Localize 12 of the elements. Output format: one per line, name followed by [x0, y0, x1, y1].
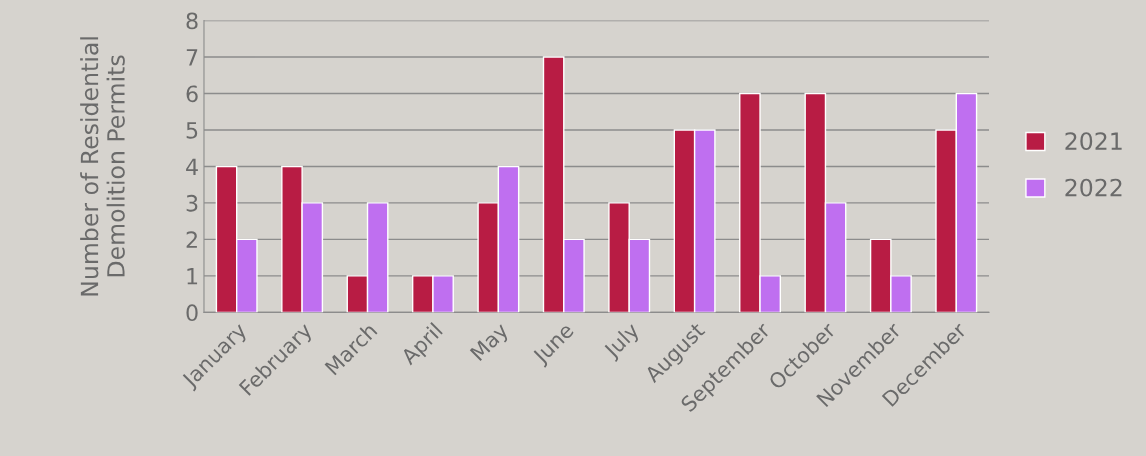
y-tick-label: 2 [186, 231, 197, 248]
y-tick-label: 3 [186, 194, 198, 212]
y-tick-label: 6 [186, 85, 198, 103]
y-tick-label: 7 [186, 49, 198, 66]
y-tick-label: 0 [186, 304, 198, 322]
y-tick-label: 5 [186, 122, 198, 139]
y-tick-label: 4 [186, 158, 198, 175]
y-tick-label: 8 [186, 12, 198, 30]
legend-label: 2021 [1065, 132, 1122, 151]
y-tick-label: 1 [187, 268, 198, 285]
legend-label: 2022 [1065, 178, 1122, 197]
y-axis-title: Number of Residential Demolition Permits [80, 37, 125, 296]
